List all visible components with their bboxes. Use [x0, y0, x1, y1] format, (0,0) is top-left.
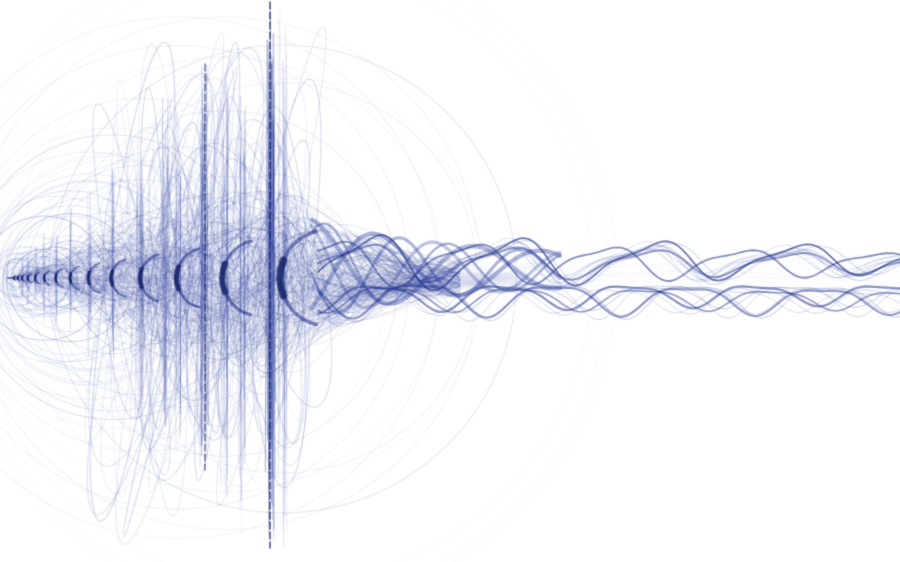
artwork-canvas [0, 0, 900, 562]
abstract-generative-artwork [0, 0, 900, 562]
